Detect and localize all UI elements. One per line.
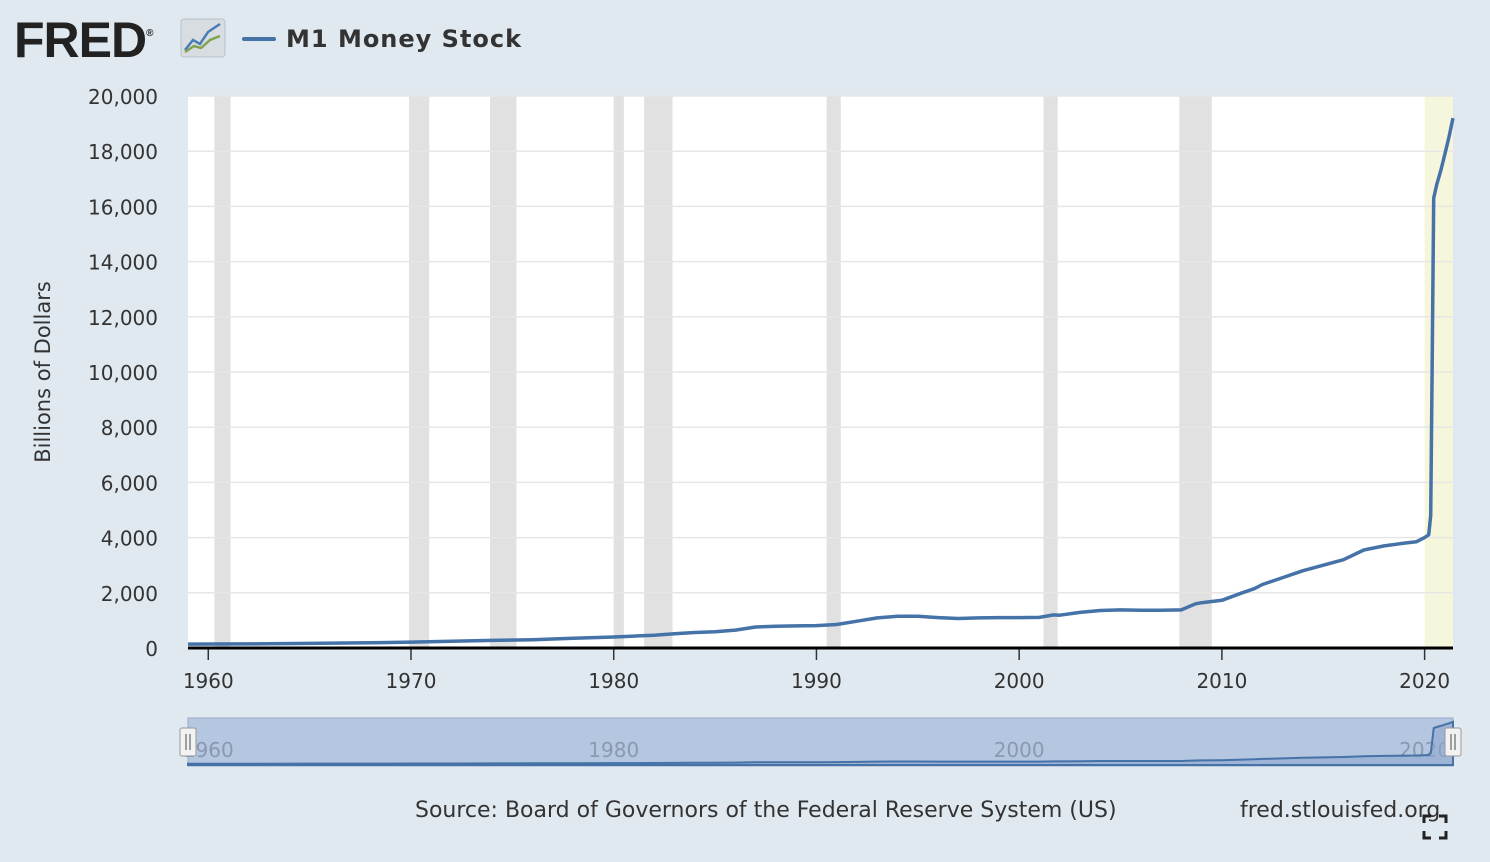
y-tick-label: 6,000 bbox=[101, 471, 158, 495]
navigator-handle-left[interactable] bbox=[179, 727, 197, 757]
navigator-tick-label: 1980 bbox=[588, 738, 639, 762]
y-tick-label: 8,000 bbox=[101, 416, 158, 440]
y-tick-label: 16,000 bbox=[88, 195, 158, 219]
chart-header: FRED® M1 Money Stock bbox=[0, 0, 1490, 80]
y-tick-label: 12,000 bbox=[88, 306, 158, 330]
source-note: Source: Board of Governors of the Federa… bbox=[415, 798, 1117, 823]
y-tick-label: 14,000 bbox=[88, 251, 158, 275]
y-tick-label: 10,000 bbox=[88, 361, 158, 385]
x-tick-label: 2000 bbox=[994, 669, 1045, 693]
legend-item[interactable]: M1 Money Stock bbox=[242, 22, 522, 56]
x-tick-label: 1990 bbox=[791, 669, 842, 693]
y-tick-label: 4,000 bbox=[101, 527, 158, 551]
fred-logo[interactable]: FRED® bbox=[14, 12, 154, 68]
navigator-series-line bbox=[187, 720, 1454, 766]
x-tick-label: 1970 bbox=[386, 669, 437, 693]
x-tick-label: 1980 bbox=[588, 669, 639, 693]
x-tick-label: 1960 bbox=[183, 669, 234, 693]
y-tick-label: 20,000 bbox=[88, 85, 158, 109]
legend-label: M1 Money Stock bbox=[286, 25, 523, 53]
navigator-tick-label: 2000 bbox=[994, 738, 1045, 762]
legend-swatch bbox=[242, 37, 276, 41]
series-line-m1-money-stock[interactable] bbox=[187, 117, 1455, 646]
line-chart-icon bbox=[180, 18, 226, 58]
fullscreen-icon[interactable] bbox=[1422, 814, 1448, 840]
y-tick-label: 0 bbox=[145, 637, 158, 661]
grid-lines bbox=[188, 95, 1453, 594]
site-credit[interactable]: fred.stlouisfed.org bbox=[1240, 798, 1441, 823]
x-axis-ticks: 1960 1970 1980 1990 2000 2010 2020 bbox=[183, 648, 1450, 693]
x-tick-label: 2010 bbox=[1196, 669, 1247, 693]
navigator-handle-right[interactable] bbox=[1444, 727, 1462, 757]
y-axis-label: Billions of Dollars bbox=[31, 281, 55, 463]
y-axis-ticks: 0 2,000 4,000 6,000 8,000 10,000 12,000 14,000 1… bbox=[88, 85, 158, 661]
x-tick-label: 2020 bbox=[1399, 669, 1450, 693]
y-tick-label: 18,000 bbox=[88, 140, 158, 164]
y-tick-label: 2,000 bbox=[101, 582, 158, 606]
range-navigator[interactable]: 1960 1980 2000 2020 bbox=[179, 717, 1462, 767]
